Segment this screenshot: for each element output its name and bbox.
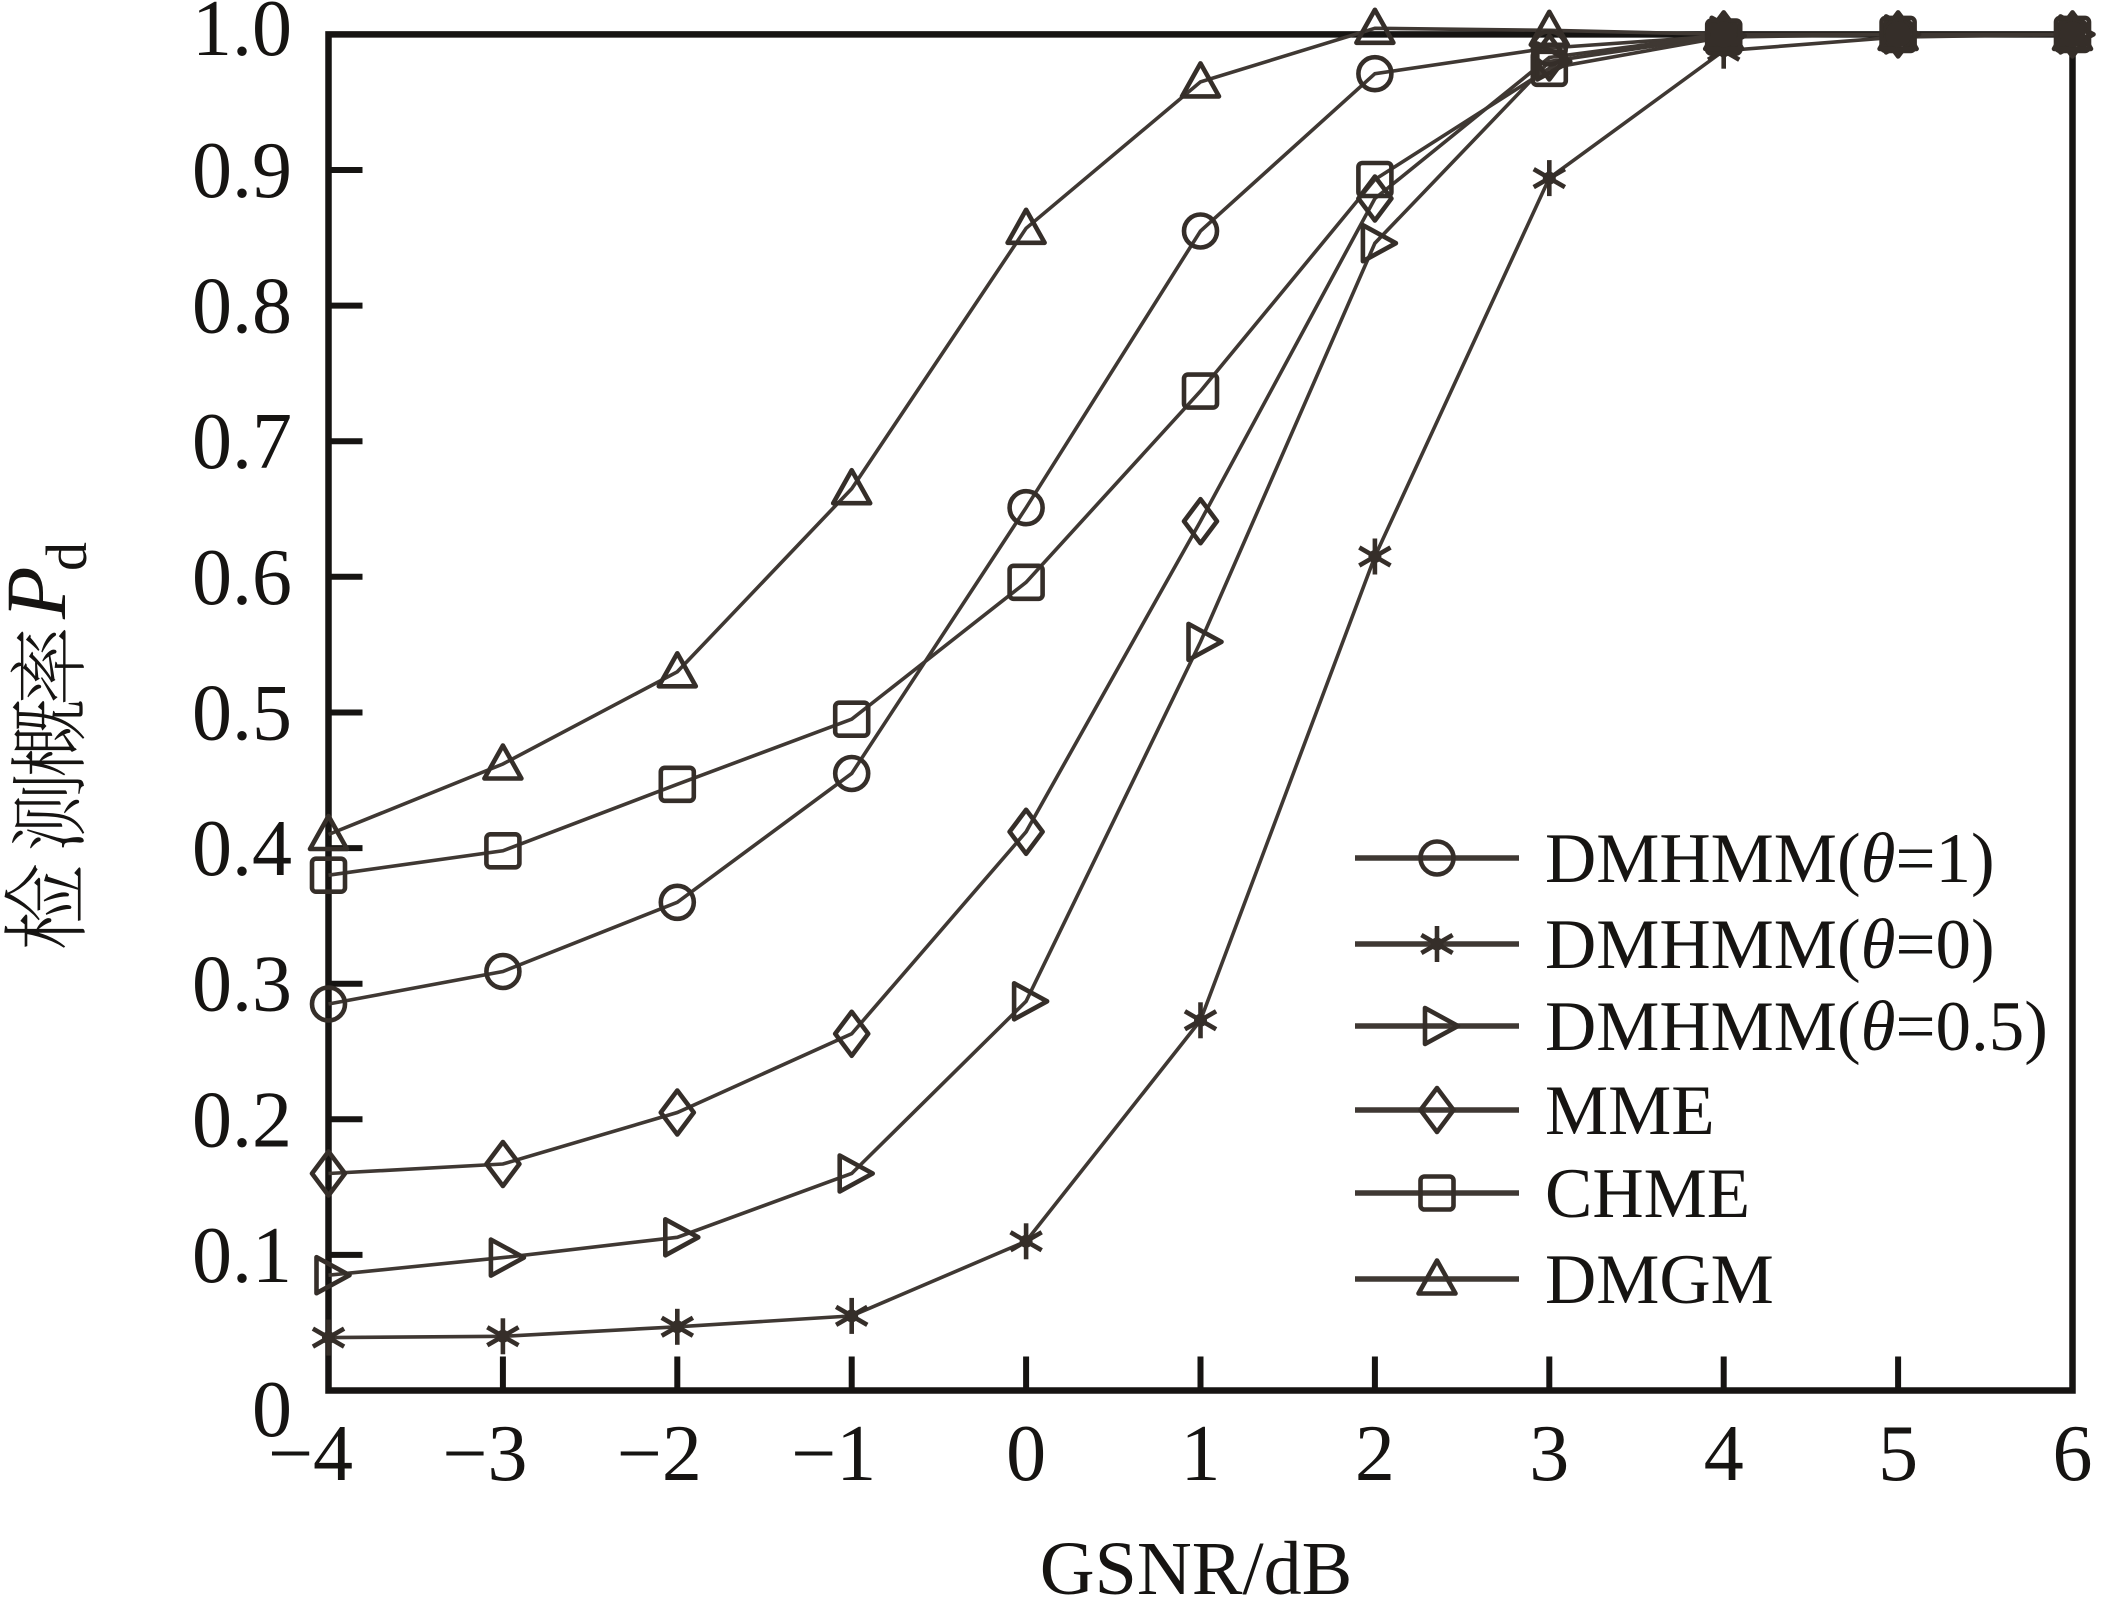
svg-text:3: 3 bbox=[1529, 1410, 1569, 1498]
svg-text:DMHMM(θ=1): DMHMM(θ=1) bbox=[1545, 820, 1995, 898]
svg-text:0: 0 bbox=[252, 1366, 292, 1454]
svg-text:DMGM: DMGM bbox=[1545, 1241, 1774, 1319]
svg-text:DMHMM(θ=0): DMHMM(θ=0) bbox=[1545, 906, 1995, 984]
svg-text:2: 2 bbox=[1355, 1410, 1395, 1498]
svg-text:0.8: 0.8 bbox=[192, 263, 292, 351]
svg-text:P: P bbox=[0, 566, 84, 620]
svg-text:DMHMM(θ=0.5): DMHMM(θ=0.5) bbox=[1545, 988, 2048, 1066]
svg-text:0.3: 0.3 bbox=[192, 941, 292, 1029]
svg-text:0.6: 0.6 bbox=[192, 534, 292, 622]
svg-text:0.2: 0.2 bbox=[192, 1076, 292, 1164]
svg-text:0.1: 0.1 bbox=[192, 1212, 292, 1300]
svg-text:4: 4 bbox=[1704, 1410, 1744, 1498]
svg-text:GSNR/dB: GSNR/dB bbox=[1040, 1527, 1353, 1601]
svg-text:5: 5 bbox=[1878, 1410, 1918, 1498]
svg-text:0.5: 0.5 bbox=[192, 670, 292, 758]
svg-text:0.7: 0.7 bbox=[192, 398, 292, 486]
svg-text:−4: −4 bbox=[268, 1410, 353, 1498]
svg-text:0: 0 bbox=[1006, 1410, 1046, 1498]
svg-text:−1: −1 bbox=[791, 1410, 876, 1498]
svg-text:0.9: 0.9 bbox=[192, 127, 292, 215]
svg-text:CHME: CHME bbox=[1545, 1155, 1750, 1233]
svg-text:MME: MME bbox=[1545, 1072, 1715, 1150]
svg-text:1: 1 bbox=[1181, 1410, 1221, 1498]
svg-text:6: 6 bbox=[2053, 1410, 2093, 1498]
svg-text:d: d bbox=[34, 542, 99, 571]
svg-text:−3: −3 bbox=[442, 1410, 527, 1498]
svg-text:0.4: 0.4 bbox=[192, 805, 292, 893]
svg-text:1.0: 1.0 bbox=[192, 0, 292, 73]
svg-text:−2: −2 bbox=[617, 1410, 702, 1498]
